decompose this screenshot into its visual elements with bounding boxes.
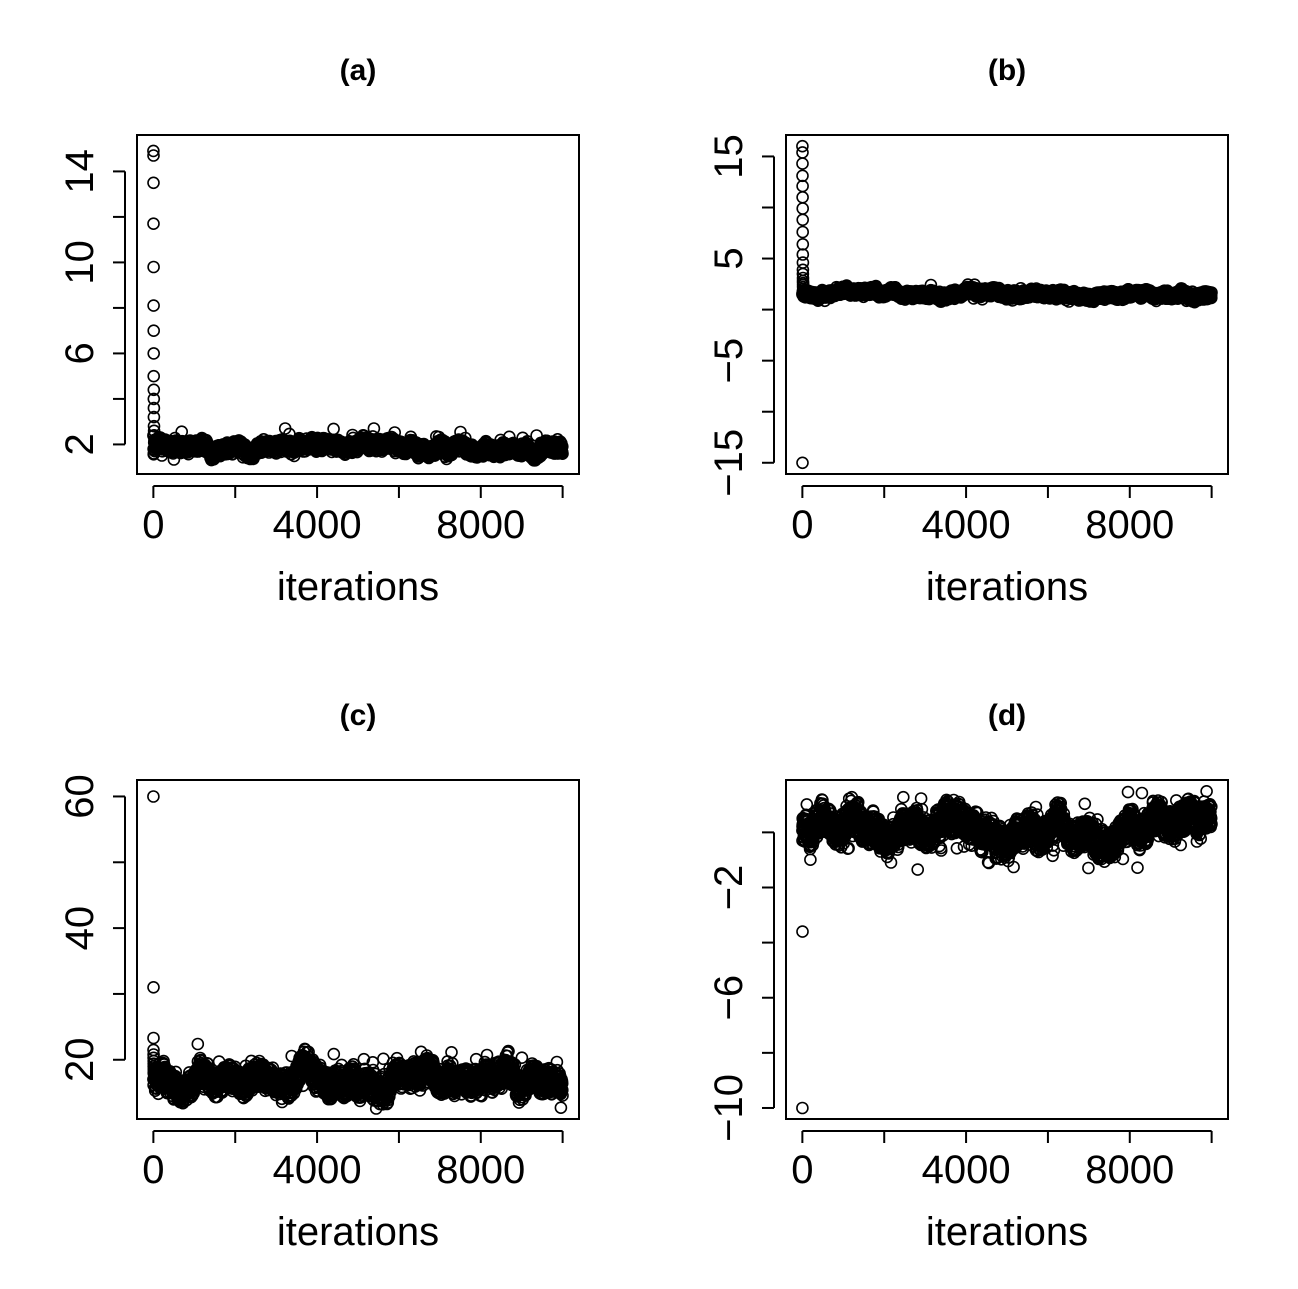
data-point	[147, 419, 161, 433]
data-point	[147, 392, 161, 406]
x-tick-label: 8000	[1085, 503, 1174, 547]
data-point	[147, 149, 160, 162]
y-tick-label: 2	[58, 433, 102, 455]
y-tick-label: 15	[707, 134, 751, 179]
y-tick-label: 6	[58, 342, 102, 364]
x-tick-label: 0	[142, 503, 164, 547]
x-axis-title: iterations	[277, 565, 439, 609]
y-tick-label: −5	[707, 338, 751, 384]
data-point	[147, 299, 160, 312]
data-point	[147, 401, 161, 415]
x-tick-label: 4000	[922, 503, 1011, 547]
data-point	[147, 324, 160, 338]
y-tick-label: 5	[707, 247, 751, 269]
x-axis-title: iterations	[926, 565, 1088, 609]
data-point	[147, 144, 160, 158]
axis-ticks: 0 4000 8000 2 6 10 14	[58, 149, 564, 547]
data-point	[147, 347, 160, 360]
data-point	[147, 410, 161, 424]
y-tick-label: 10	[58, 240, 102, 285]
x-tick-label: 0	[791, 503, 813, 547]
x-tick-label: 8000	[436, 503, 525, 547]
panel-title: (a)	[340, 54, 377, 87]
data-point	[147, 260, 160, 274]
panel-title: (b)	[988, 54, 1026, 87]
panel-a: (a) iterations 0 4000 8000 2 6 10 14	[58, 54, 580, 609]
y-tick-label: −15	[707, 429, 751, 497]
trace-points	[147, 144, 569, 467]
data-point	[147, 176, 160, 190]
y-tick-label: 14	[58, 149, 102, 194]
data-point	[147, 369, 160, 383]
x-tick-label: 4000	[273, 503, 362, 547]
data-point	[147, 217, 160, 230]
data-point	[147, 383, 161, 397]
